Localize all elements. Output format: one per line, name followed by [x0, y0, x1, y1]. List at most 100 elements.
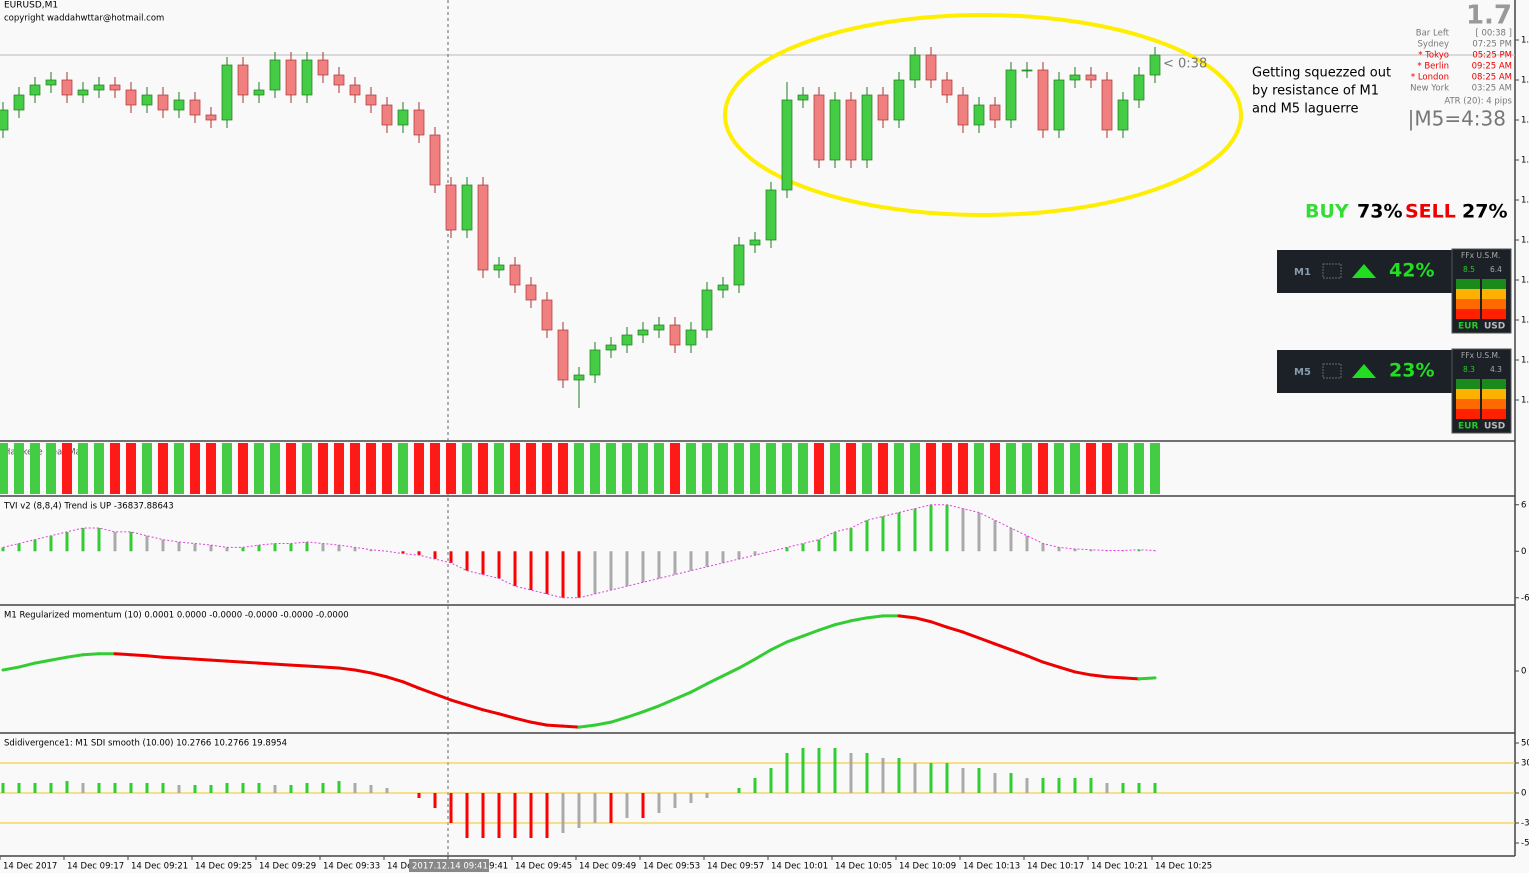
meter-a: 8.3 — [1463, 365, 1475, 374]
candle-body — [429, 134, 441, 186]
y-tick-label: 1.1776 — [1521, 276, 1529, 286]
candle-body — [1005, 69, 1017, 121]
heatmap-bar — [46, 443, 56, 494]
candle-body — [381, 104, 393, 126]
momentum-segment — [257, 661, 277, 666]
candle-body — [493, 264, 505, 271]
x-tick-label: 14 Dec 09:57 — [707, 862, 764, 872]
candle-body — [237, 64, 249, 96]
momentum-segment — [689, 682, 709, 694]
info-name: Bar Left — [1416, 29, 1450, 39]
heatmap-bar — [366, 443, 376, 494]
candle-body — [109, 84, 121, 91]
meter-cell — [1482, 289, 1506, 299]
momentum-segment — [1009, 648, 1029, 658]
heatmap-bar — [30, 443, 40, 494]
heatmap-bar — [78, 443, 88, 494]
heatmap-bar — [110, 443, 120, 494]
momentum-segment — [545, 723, 565, 728]
heatmap-bar — [462, 443, 472, 494]
momentum-segment — [1057, 665, 1077, 674]
momentum-segment — [17, 661, 37, 669]
meter-cur: USD — [1484, 322, 1505, 332]
heatmap-bar — [686, 443, 696, 494]
heatmap-bar — [334, 443, 344, 494]
candle-body — [1037, 69, 1049, 131]
y-tick-label: 50 — [1521, 739, 1529, 749]
meter-cell — [1482, 299, 1506, 309]
y-tick-label: -30 — [1521, 819, 1529, 829]
x-tick-label: 14 Dec 2017 — [3, 862, 57, 872]
meter-cell — [1482, 389, 1506, 399]
heatmap-bar — [1022, 443, 1032, 494]
heatmap-bar — [222, 443, 232, 494]
info-name: Sydney — [1418, 40, 1449, 50]
candle-body — [621, 334, 633, 346]
x-tick-label: 14 Dec 10:13 — [963, 862, 1020, 872]
momentum-segment — [753, 648, 773, 661]
heatmap-bar — [286, 443, 296, 494]
candle-body — [957, 94, 969, 126]
heatmap-bar — [14, 443, 24, 494]
y-tick-label: 1.1784 — [1521, 196, 1529, 206]
timer: |M5=4:38 — [1408, 107, 1506, 131]
heatmap-bar — [510, 443, 520, 494]
momentum-segment — [721, 666, 741, 678]
x-tick-label: 14 Dec 09:29 — [259, 862, 316, 872]
momentum-segment — [609, 715, 629, 724]
momentum-segment — [801, 628, 821, 638]
candle-body — [813, 94, 825, 161]
candle-body — [93, 84, 105, 91]
momentum-segment — [225, 659, 245, 664]
momentum-segment — [1041, 660, 1061, 669]
heatmap-bar — [974, 443, 984, 494]
momentum-segment — [785, 634, 805, 644]
heatmap-bar — [654, 443, 664, 494]
candle-body — [365, 94, 377, 106]
info-name: * Tokyo — [1418, 51, 1449, 61]
candle-body — [45, 79, 57, 86]
atr: ATR (20): 4 pips — [1444, 97, 1512, 107]
momentum-segment — [65, 653, 85, 659]
heatmap-bar — [622, 443, 632, 494]
momentum-segment — [353, 668, 373, 675]
info-value: 07:25 PM — [1472, 40, 1512, 50]
candle-body — [733, 244, 745, 286]
meter-b: 6.4 — [1490, 265, 1502, 274]
x-tick-label: 14 Dec 10:25 — [1155, 862, 1212, 872]
candle-body — [989, 104, 1001, 121]
candle-body — [589, 349, 601, 376]
widget-arrow — [1352, 364, 1376, 378]
y-tick-label: 0 — [1521, 789, 1526, 799]
heatmap-bar — [302, 443, 312, 494]
heatmap-bar — [750, 443, 760, 494]
y-tick-label: 1.1796 — [1521, 76, 1529, 86]
heatmap-bar — [782, 443, 792, 494]
candle-body — [461, 184, 473, 231]
candle-body — [1117, 99, 1129, 131]
momentum-segment — [289, 663, 309, 668]
candle-body — [941, 79, 953, 96]
heatmap-bar — [1118, 443, 1128, 494]
candle-body — [141, 94, 153, 106]
symbol: EURUSD,M1 — [4, 1, 58, 11]
heatmap-bar — [1086, 443, 1096, 494]
heatmap-bar — [1070, 443, 1080, 494]
candle-body — [909, 54, 921, 81]
meter-cell — [1456, 389, 1480, 399]
heatmap-bar — [126, 443, 136, 494]
candle-body — [77, 89, 89, 96]
candle-body — [29, 84, 41, 96]
x-tick-label: 14 Dec 09:45 — [515, 862, 572, 872]
momentum-segment — [961, 630, 981, 640]
momentum-segment — [1089, 673, 1109, 679]
momentum-segment — [993, 642, 1013, 652]
momentum-segment — [401, 680, 421, 690]
heatmap-bar — [142, 443, 152, 494]
info-price: 1.7 — [1466, 1, 1512, 31]
heatmap-bar — [766, 443, 776, 494]
meter-cell — [1482, 309, 1506, 319]
heatmap-bar — [1038, 443, 1048, 494]
candle-body — [573, 374, 585, 381]
momentum-segment — [913, 616, 933, 624]
